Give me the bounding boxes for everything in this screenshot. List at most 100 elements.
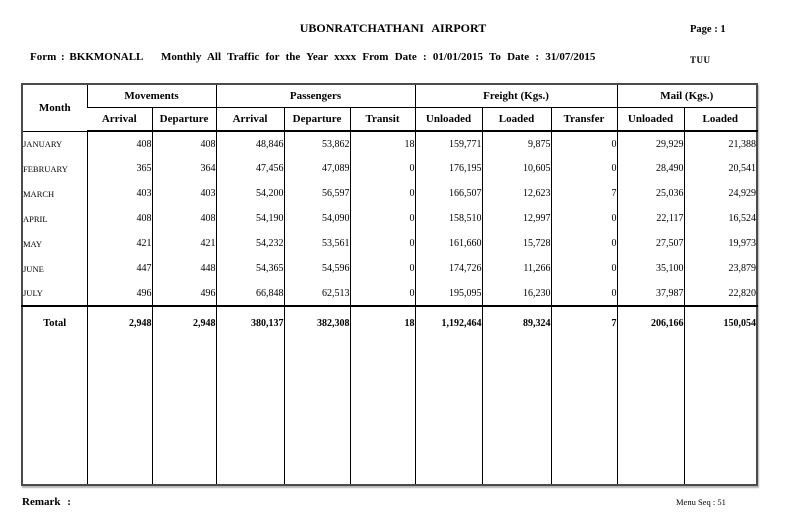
data-cell: 66,848 (215, 281, 284, 306)
data-cell: 19,973 (683, 231, 758, 256)
total-cell: 206,166 (616, 305, 685, 485)
data-cell: 159,771 (414, 131, 483, 156)
data-cell: 12,997 (481, 206, 552, 231)
month-cell: FEBRUARY (23, 163, 68, 174)
month-cell: MAY (23, 238, 43, 249)
total-cell: 89,324 (481, 305, 552, 485)
data-cell: 161,660 (414, 231, 483, 256)
data-cell: 403 (151, 181, 216, 206)
data-cell: 421 (86, 231, 152, 256)
data-cell: 23,879 (683, 256, 758, 281)
total-cell: 1,192,464 (414, 305, 483, 485)
col-header-movements-arrival: Arrival (87, 107, 152, 132)
month-cell: JUNE (23, 263, 44, 274)
data-cell: 9,875 (481, 131, 552, 156)
data-cell: 54,200 (215, 181, 284, 206)
data-cell: 16,524 (683, 206, 758, 231)
traffic-table: Month Movements Passengers Freight (Kgs.… (21, 83, 759, 486)
data-cell: 0 (550, 281, 618, 306)
data-cell: 47,456 (215, 156, 284, 181)
col-header-mail-unloaded: Unloaded (616, 107, 685, 132)
data-cell: 29,929 (616, 131, 685, 156)
data-cell: 496 (151, 281, 216, 306)
data-cell: 21,388 (683, 131, 758, 156)
data-cell: 0 (349, 181, 416, 206)
data-cell: 0 (349, 231, 416, 256)
total-cell: 2,948 (151, 305, 216, 485)
table-row-june: JUNE 447 448 54,365 54,596 0 174,726 11,… (22, 256, 758, 281)
data-cell: 18 (349, 131, 416, 156)
data-cell: 0 (550, 231, 618, 256)
data-cell: 12,623 (481, 181, 552, 206)
total-cell: 2,948 (86, 305, 152, 485)
data-cell: 48,846 (215, 131, 284, 156)
data-cell: 408 (86, 131, 152, 156)
month-cell: JULY (23, 288, 43, 298)
data-cell: 15,728 (481, 231, 552, 256)
table-row-july: JULY 496 496 66,848 62,513 0 195,095 16,… (22, 281, 758, 306)
data-cell: 35,100 (616, 256, 685, 281)
menu-seq-label: Menu Seq : 51 (676, 497, 726, 507)
col-header-freight-unloaded: Unloaded (414, 107, 483, 132)
col-header-passengers-transit: Transit (349, 107, 416, 132)
data-cell: 54,232 (215, 231, 284, 256)
data-cell: 176,195 (414, 156, 483, 181)
data-cell: 408 (151, 206, 216, 231)
remark-label: Remark : (22, 496, 71, 508)
data-cell: 10,605 (481, 156, 552, 181)
total-cell: 380,137 (215, 305, 284, 485)
data-cell: 403 (86, 181, 152, 206)
data-cell: 22,820 (683, 281, 758, 306)
table-row-may: MAY 421 421 54,232 53,561 0 161,660 15,7… (22, 231, 758, 256)
data-cell: 195,095 (414, 281, 483, 306)
data-cell: 28,490 (616, 156, 685, 181)
data-cell: 11,266 (481, 256, 552, 281)
data-cell: 54,190 (215, 206, 284, 231)
data-cell: 166,507 (414, 181, 483, 206)
data-cell: 0 (550, 131, 618, 156)
data-cell: 7 (550, 181, 618, 206)
data-cell: 54,365 (215, 256, 284, 281)
total-cell: 382,308 (283, 305, 350, 485)
data-cell: 53,862 (283, 131, 350, 156)
data-cell: 22,117 (616, 206, 685, 231)
col-header-month: Month (22, 84, 87, 132)
col-header-passengers-departure: Departure (283, 107, 350, 132)
data-cell: 0 (550, 206, 618, 231)
group-header-mail: Mail (Kgs.) (616, 84, 758, 108)
data-cell: 448 (151, 256, 216, 281)
data-cell: 0 (550, 256, 618, 281)
table-row-february: FEBRUARY 365 364 47,456 47,089 0 176,195… (22, 156, 758, 181)
data-cell: 174,726 (414, 256, 483, 281)
table-row-january: JANUARY 408 408 48,846 53,862 18 159,771… (22, 131, 758, 156)
month-cell: JANUARY (23, 138, 63, 149)
data-cell: 0 (349, 256, 416, 281)
data-cell: 62,513 (283, 281, 350, 306)
data-cell: 158,510 (414, 206, 483, 231)
table-row-march: MARCH 403 403 54,200 56,597 0 166,507 12… (22, 181, 758, 206)
total-cell: 7 (550, 305, 618, 485)
data-cell: 54,596 (283, 256, 350, 281)
col-header-movements-departure: Departure (151, 107, 216, 132)
table-row-total: Total 2,948 2,948 380,137 382,308 18 1,1… (22, 305, 758, 485)
data-cell: 421 (151, 231, 216, 256)
data-cell: 0 (349, 206, 416, 231)
data-cell: 27,507 (616, 231, 685, 256)
data-cell: 364 (151, 156, 216, 181)
data-cell: 24,929 (683, 181, 758, 206)
data-cell: 408 (151, 131, 216, 156)
group-header-movements: Movements (86, 84, 216, 108)
data-cell: 365 (86, 156, 152, 181)
data-cell: 37,987 (616, 281, 685, 306)
total-cell: 150,054 (683, 305, 758, 485)
table-row-april: APRIL 408 408 54,190 54,090 0 158,510 12… (22, 206, 758, 231)
data-cell: 447 (86, 256, 152, 281)
col-header-freight-transfer: Transfer (550, 107, 618, 132)
data-cell: 0 (349, 281, 416, 306)
data-cell: 54,090 (283, 206, 350, 231)
group-header-passengers: Passengers (215, 84, 416, 108)
data-cell: 53,561 (283, 231, 350, 256)
month-cell: MARCH (23, 188, 55, 199)
report-subtitle: Monthly All Traffic for the Year xxxx Fr… (161, 51, 596, 63)
data-cell: 408 (86, 206, 152, 231)
